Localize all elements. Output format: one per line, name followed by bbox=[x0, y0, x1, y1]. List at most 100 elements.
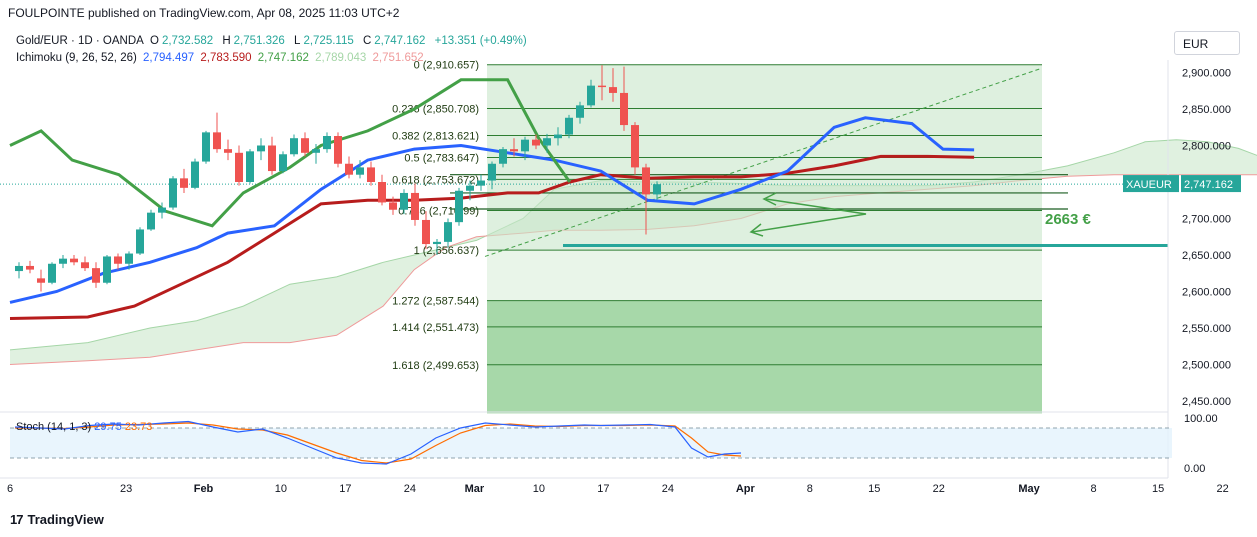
candle-27 bbox=[312, 144, 320, 164]
time-axis[interactable]: 6 23 Feb 10 17 24 Mar 10 17 24 Apr 8 15 22 May 8 15 22 bbox=[0, 477, 1229, 495]
price-axis[interactable]: 2,900.0002,850.0002,800.0002,750.0002,70… bbox=[1123, 60, 1241, 478]
candle-body bbox=[257, 145, 265, 152]
candle-body bbox=[620, 92, 628, 126]
candle-21 bbox=[246, 149, 254, 184]
candle-body bbox=[510, 149, 518, 152]
candle-body bbox=[70, 258, 78, 263]
candle-body bbox=[598, 85, 606, 88]
ichimoku-legend: Ichimoku (9, 26, 52, 26) 2,794.497 2,783… bbox=[16, 52, 427, 64]
time-tick-label: 23 bbox=[120, 483, 132, 495]
candle-38 bbox=[433, 238, 441, 255]
candle-35 bbox=[400, 189, 408, 215]
time-tick-label: 22 bbox=[1216, 483, 1228, 495]
price-tick-label: 2,650.000 bbox=[1182, 250, 1231, 262]
time-tick-label: 15 bbox=[1152, 483, 1164, 495]
candle-body bbox=[488, 163, 496, 181]
fib-label-0.382: 0.382 (2,813.621) bbox=[392, 131, 479, 143]
stoch-k-value: 29.75 bbox=[94, 421, 122, 433]
candle-body bbox=[224, 149, 232, 153]
candle-39 bbox=[444, 218, 452, 248]
ichimoku-chikou-value: 2,747.162 bbox=[257, 52, 309, 64]
candle-31 bbox=[356, 160, 364, 179]
candle-body bbox=[37, 278, 45, 283]
candle-body bbox=[565, 117, 573, 135]
candle-2 bbox=[37, 269, 45, 292]
candle-body bbox=[499, 149, 507, 164]
candle-13 bbox=[158, 202, 166, 219]
candle-body bbox=[48, 263, 56, 283]
candle-body bbox=[26, 265, 34, 270]
annotations: 2663 € bbox=[749, 192, 1092, 237]
candle-36 bbox=[411, 183, 419, 226]
candle-17 bbox=[202, 130, 210, 164]
candle-8 bbox=[103, 255, 111, 285]
candle-53 bbox=[598, 65, 606, 101]
candle-body bbox=[180, 178, 188, 188]
candle-body bbox=[609, 87, 617, 93]
candle-body bbox=[59, 258, 67, 264]
arrow-head-upper bbox=[762, 192, 777, 206]
candle-19 bbox=[224, 139, 232, 161]
candle-body bbox=[290, 138, 298, 155]
time-tick-label: 10 bbox=[275, 483, 287, 495]
candle-28 bbox=[323, 132, 331, 153]
currency-selector[interactable]: EUR bbox=[1174, 31, 1240, 55]
candle-3 bbox=[48, 262, 56, 285]
candle-body bbox=[81, 262, 89, 269]
candle-52 bbox=[587, 79, 595, 108]
fib-zone-mid bbox=[487, 250, 1042, 301]
stochastic-pane: 100.00 0.00 bbox=[0, 411, 1218, 475]
symbol-price-tag bbox=[1123, 175, 1179, 193]
candle-body bbox=[631, 125, 639, 168]
candle-30 bbox=[345, 156, 353, 179]
time-tick-label: Apr bbox=[736, 483, 756, 495]
candle-body bbox=[422, 219, 430, 245]
fib-label-0.786: 0.786 (2,710.99) bbox=[398, 205, 479, 217]
legend-close: C 2,747.162 bbox=[362, 35, 426, 47]
ichimoku-name[interactable]: Ichimoku (9, 26, 52, 26) bbox=[16, 52, 137, 64]
legend-low: L 2,725.115 bbox=[294, 35, 354, 47]
candle-body bbox=[521, 139, 529, 152]
fib-label-0.5: 0.5 (2,783.647) bbox=[404, 152, 479, 164]
time-tick-label: 24 bbox=[404, 483, 416, 495]
fib-zone-lower bbox=[487, 300, 1042, 414]
symbol-legend: Gold/EUR · 1D · OANDA O 2,732.582 H 2,751.… bbox=[16, 35, 530, 47]
candle-body bbox=[367, 167, 375, 182]
ichimoku-spanb-value: 2,751.652 bbox=[372, 52, 424, 64]
candle-1 bbox=[26, 260, 34, 274]
fib-label-1.414: 1.414 (2,551.473) bbox=[392, 322, 479, 334]
stoch-axis-0: 0.00 bbox=[1184, 463, 1205, 475]
candle-57 bbox=[642, 163, 650, 235]
candle-12 bbox=[147, 209, 155, 231]
candle-body bbox=[389, 202, 397, 210]
candle-40 bbox=[455, 187, 463, 226]
candle-body bbox=[103, 256, 111, 283]
candle-body bbox=[235, 152, 243, 182]
fib-label-1.272: 1.272 (2,587.544) bbox=[392, 296, 479, 308]
time-tick-label: 22 bbox=[933, 483, 945, 495]
candle-body bbox=[433, 241, 441, 245]
chikou-span bbox=[9, 78, 572, 228]
fib-label-1: 1 (2,656.637) bbox=[414, 245, 479, 257]
time-tick-label: 17 bbox=[597, 483, 609, 495]
candle-body bbox=[356, 167, 364, 175]
cloud-fill bbox=[10, 139, 1257, 365]
candle-34 bbox=[389, 196, 397, 215]
candle-body bbox=[455, 190, 463, 223]
candle-5 bbox=[70, 255, 78, 266]
stoch-band bbox=[10, 428, 1172, 458]
stoch-legend: Stoch (14, 1, 3) 29.75 23.73 bbox=[16, 421, 152, 433]
stoch-name[interactable]: Stoch (14, 1, 3) bbox=[16, 421, 92, 433]
candle-body bbox=[532, 139, 540, 146]
candle-body bbox=[125, 253, 133, 264]
candle-7 bbox=[92, 262, 100, 288]
symbol-name[interactable]: Gold/EUR · 1D · OANDA bbox=[16, 35, 144, 47]
legend-high: H 2,751.326 bbox=[222, 35, 285, 47]
candle-43 bbox=[488, 161, 496, 190]
candle-29 bbox=[334, 132, 342, 168]
candle-body bbox=[268, 145, 276, 172]
candle-body bbox=[400, 192, 408, 210]
candle-58 bbox=[653, 181, 661, 201]
candle-body bbox=[554, 134, 562, 139]
